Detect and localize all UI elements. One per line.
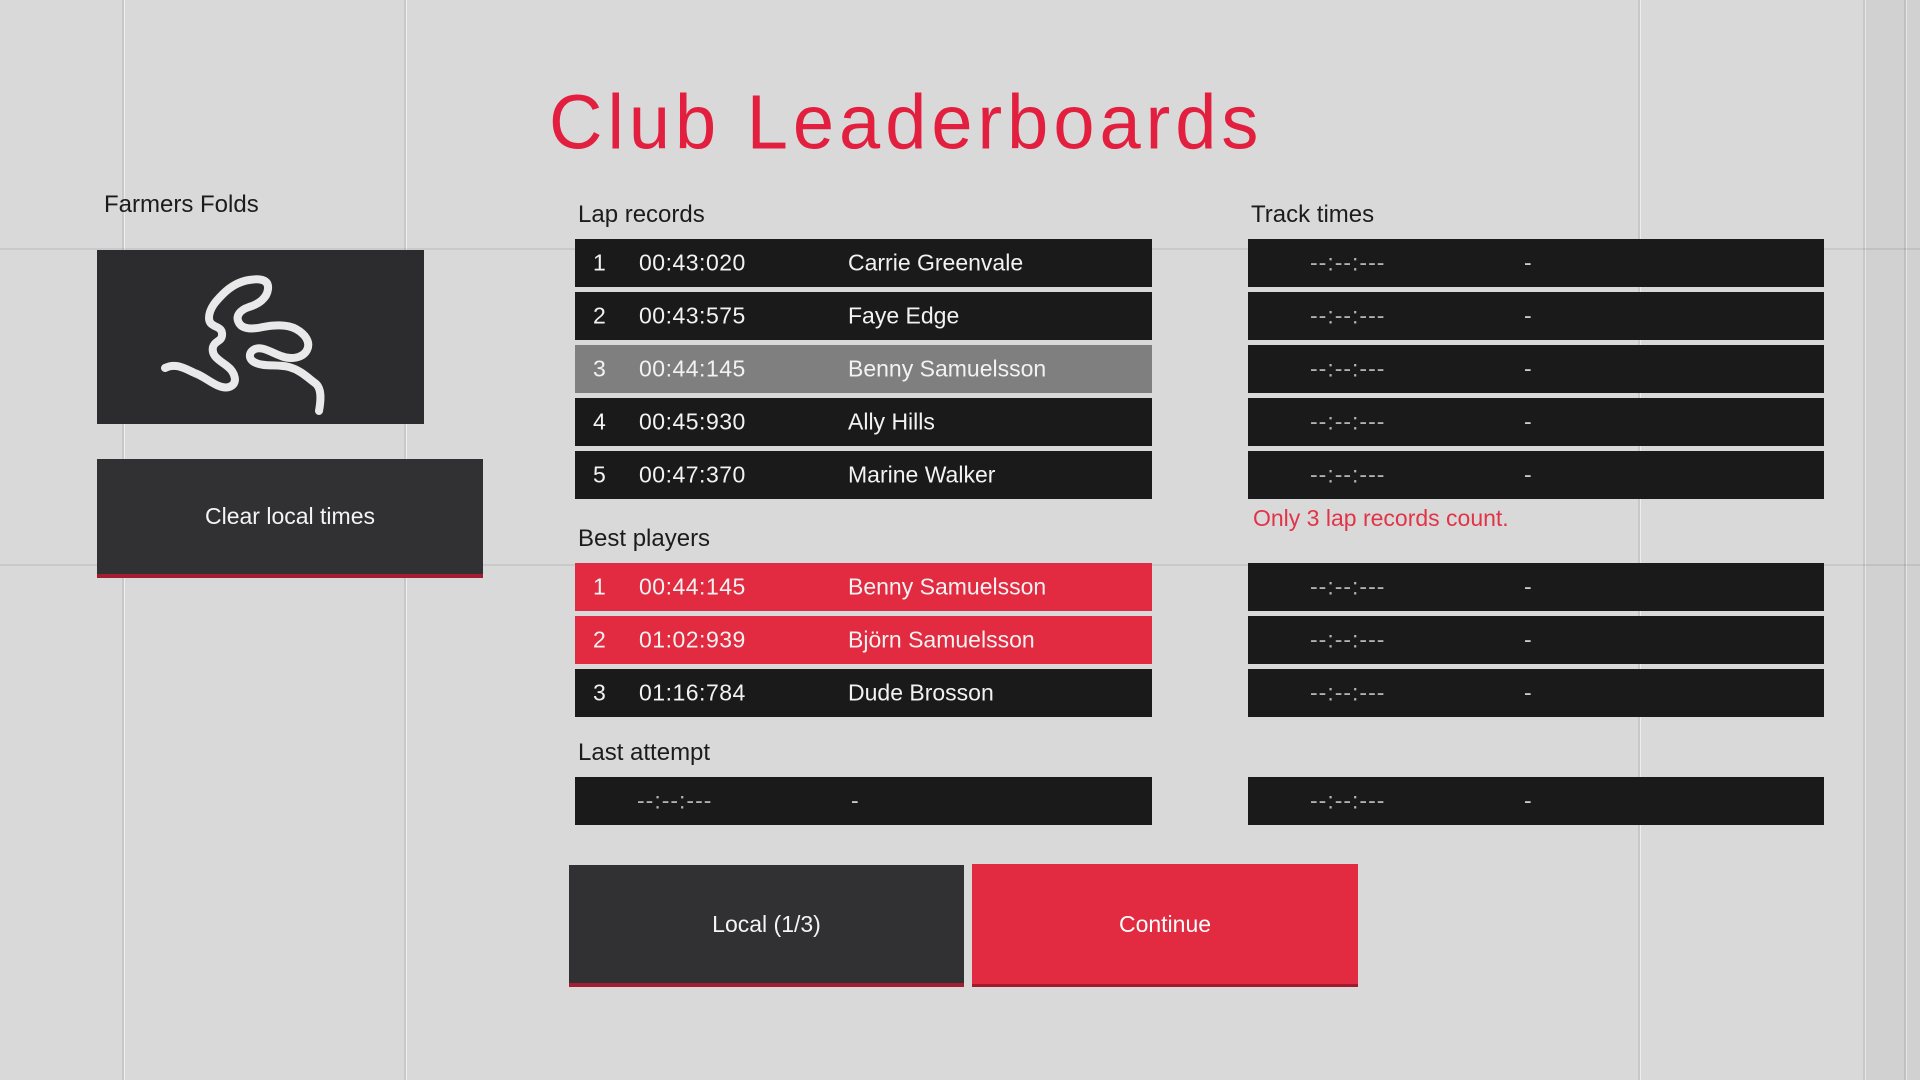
background-seam <box>1638 0 1641 1080</box>
value-cell: - <box>1524 573 1532 600</box>
background-panel <box>1865 0 1920 1080</box>
best-players-list: 1 00:44:145 Benny Samuelsson 2 01:02:939… <box>575 563 1152 717</box>
background-seam <box>1904 0 1907 1080</box>
time-cell: --:--:--- <box>1310 573 1386 600</box>
time-cell: 00:45:930 <box>639 408 746 435</box>
rank-cell: 3 <box>593 355 606 382</box>
last-attempt-row: --:--:--- - <box>575 777 1152 825</box>
time-cell: --:--:--- <box>637 787 713 814</box>
rank-cell: 4 <box>593 408 606 435</box>
track-time-row: --:--:--- - <box>1248 777 1824 825</box>
lap-record-row: 5 00:47:370 Marine Walker <box>575 451 1152 499</box>
track-time-row: --:--:--- - <box>1248 292 1824 340</box>
section-heading-track-times: Track times <box>1251 201 1375 228</box>
time-cell: --:--:--- <box>1310 302 1386 329</box>
lap-record-row: 1 00:43:020 Carrie Greenvale <box>575 239 1152 287</box>
value-cell: - <box>1524 626 1532 653</box>
section-heading-lap-records: Lap records <box>578 201 705 228</box>
time-cell: 00:44:145 <box>639 355 746 382</box>
time-cell: --:--:--- <box>1310 408 1386 435</box>
time-cell: --:--:--- <box>1310 787 1386 814</box>
time-cell: 00:43:575 <box>639 302 746 329</box>
continue-label: Continue <box>1118 910 1212 937</box>
time-cell: 00:44:145 <box>639 573 746 600</box>
lap-record-row-highlighted: 3 00:44:145 Benny Samuelsson <box>575 345 1152 393</box>
time-cell: --:--:--- <box>1310 461 1386 488</box>
time-cell: --:--:--- <box>1310 626 1386 653</box>
lap-records-note: Only 3 lap records count. <box>1253 505 1509 531</box>
section-heading-last-attempt: Last attempt <box>578 739 711 766</box>
clear-local-times-label: Clear local times <box>205 503 375 529</box>
track-times-attempt-list: --:--:--- - <box>1248 777 1824 825</box>
local-leaderboard-toggle-button[interactable]: Local (1/3) <box>569 865 964 987</box>
name-cell: Faye Edge <box>848 302 960 329</box>
name-cell: Ally Hills <box>848 408 935 435</box>
track-time-row: --:--:--- - <box>1248 451 1824 499</box>
name-cell: Dude Brosson <box>848 679 994 706</box>
time-cell: 01:16:784 <box>639 679 746 706</box>
section-heading-best-players: Best players <box>578 525 711 552</box>
value-cell: - <box>1524 302 1532 329</box>
rank-cell: 2 <box>593 302 606 329</box>
background-seam <box>1863 0 1866 1080</box>
rank-cell: 1 <box>593 249 606 276</box>
name-cell: Benny Samuelsson <box>848 355 1047 382</box>
clear-local-times-button[interactable]: Clear local times <box>97 459 483 578</box>
lap-record-row: 4 00:45:930 Ally Hills <box>575 398 1152 446</box>
track-time-row: --:--:--- - <box>1248 239 1824 287</box>
track-time-row: --:--:--- - <box>1248 563 1824 611</box>
last-attempt-list: --:--:--- - <box>575 777 1152 825</box>
rank-cell: 2 <box>593 626 606 653</box>
time-cell: 01:02:939 <box>639 626 746 653</box>
best-player-row: 1 00:44:145 Benny Samuelsson <box>575 563 1152 611</box>
track-time-row: --:--:--- - <box>1248 669 1824 717</box>
time-cell: --:--:--- <box>1310 249 1386 276</box>
value-cell: - <box>1524 249 1532 276</box>
value-cell: - <box>1524 679 1532 706</box>
lap-record-row: 2 00:43:575 Faye Edge <box>575 292 1152 340</box>
rank-cell: 1 <box>593 573 606 600</box>
best-player-row: 3 01:16:784 Dude Brosson <box>575 669 1152 717</box>
name-cell: Björn Samuelsson <box>848 626 1035 653</box>
track-map <box>97 250 424 424</box>
time-cell: --:--:--- <box>1310 679 1386 706</box>
time-cell: 00:47:370 <box>639 461 746 488</box>
track-time-row: --:--:--- - <box>1248 616 1824 664</box>
rank-cell: 3 <box>593 679 606 706</box>
value-cell: - <box>851 787 859 814</box>
track-name: Farmers Folds <box>104 191 259 218</box>
value-cell: - <box>1524 787 1532 814</box>
value-cell: - <box>1524 355 1532 382</box>
time-cell: 00:43:020 <box>639 249 746 276</box>
page-title: Club Leaderboards <box>549 78 1264 166</box>
track-times-player-list: --:--:--- - --:--:--- - --:--:--- - <box>1248 563 1824 717</box>
name-cell: Marine Walker <box>848 461 996 488</box>
track-time-row: --:--:--- - <box>1248 345 1824 393</box>
name-cell: Benny Samuelsson <box>848 573 1047 600</box>
best-player-row: 2 01:02:939 Björn Samuelsson <box>575 616 1152 664</box>
value-cell: - <box>1524 461 1532 488</box>
rank-cell: 5 <box>593 461 606 488</box>
lap-records-list: 1 00:43:020 Carrie Greenvale 2 00:43:575… <box>575 239 1152 499</box>
track-map-outline <box>161 275 325 415</box>
track-times-record-list: --:--:--- - --:--:--- - --:--:--- - --:-… <box>1248 239 1824 499</box>
continue-button[interactable]: Continue <box>972 864 1358 987</box>
local-leaderboard-toggle-label: Local (1/3) <box>712 910 821 937</box>
value-cell: - <box>1524 408 1532 435</box>
track-time-row: --:--:--- - <box>1248 398 1824 446</box>
time-cell: --:--:--- <box>1310 355 1386 382</box>
name-cell: Carrie Greenvale <box>848 249 1024 276</box>
